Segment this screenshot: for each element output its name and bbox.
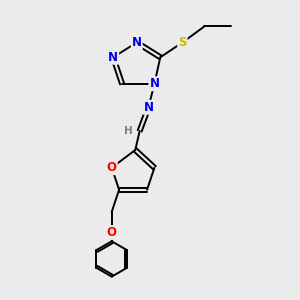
Text: O: O [107, 161, 117, 174]
Text: H: H [124, 126, 133, 136]
Text: N: N [149, 77, 159, 90]
Text: N: N [108, 51, 118, 64]
Text: N: N [143, 101, 154, 114]
Text: S: S [178, 36, 187, 49]
Text: O: O [107, 226, 117, 239]
Text: N: N [132, 36, 142, 49]
